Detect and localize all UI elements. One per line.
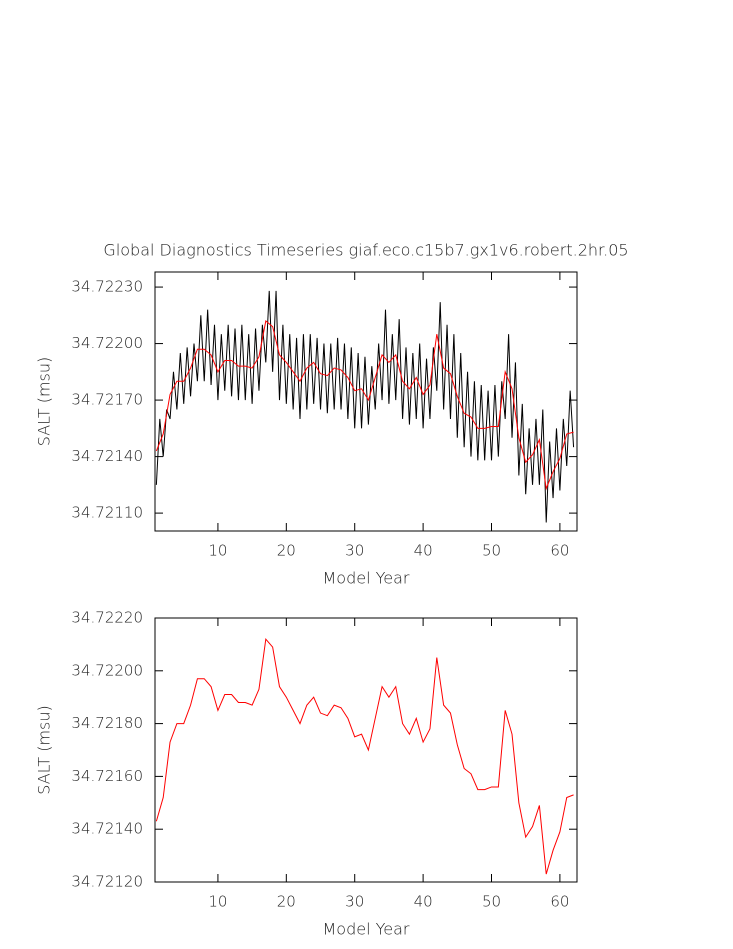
chart-title: Global Diagnostics Timeseries giaf.eco.c… (103, 241, 628, 260)
y-tick-label: 34.72200 (71, 661, 143, 679)
x-axis-label: Model Year (323, 569, 410, 588)
y-tick-label: 34.72120 (71, 873, 143, 891)
y-tick-label: 34.72160 (71, 767, 143, 785)
x-axis-label: Model Year (323, 920, 410, 939)
y-axis-label: SALT (msu) (35, 357, 54, 447)
x-tick-label: 50 (482, 542, 501, 560)
series-line (155, 290, 575, 523)
x-tick-label: 60 (550, 893, 569, 911)
x-tick-label: 20 (277, 893, 296, 911)
y-tick-label: 34.72200 (71, 334, 143, 352)
y-tick-label: 34.72180 (71, 714, 143, 732)
y-tick-label: 34.72140 (71, 447, 143, 465)
series-line (155, 320, 574, 491)
x-tick-label: 10 (208, 893, 227, 911)
x-tick-label: 20 (277, 542, 296, 560)
plot-frame (154, 617, 578, 883)
series-line (155, 637, 574, 875)
y-tick-label: 34.72140 (71, 820, 143, 838)
x-tick-label: 30 (345, 893, 364, 911)
y-axis-label: SALT (msu) (35, 705, 54, 795)
x-tick-label: 40 (414, 542, 433, 560)
x-tick-label: 50 (482, 893, 501, 911)
plot-frame (154, 271, 578, 532)
y-tick-label: 34.72220 (71, 609, 143, 627)
x-tick-label: 40 (414, 893, 433, 911)
x-tick-label: 60 (550, 542, 569, 560)
y-tick-label: 34.72230 (71, 278, 143, 296)
y-tick-label: 34.72170 (71, 391, 143, 409)
y-tick-label: 34.72110 (71, 504, 143, 522)
x-tick-label: 10 (208, 542, 227, 560)
x-tick-label: 30 (345, 542, 364, 560)
